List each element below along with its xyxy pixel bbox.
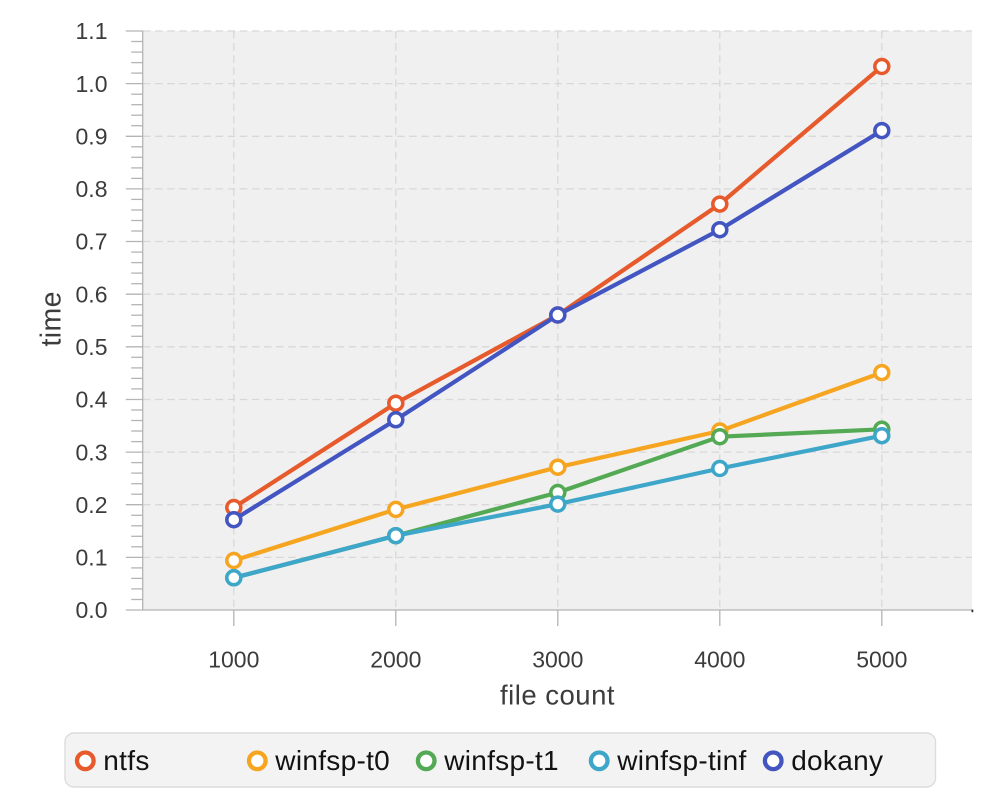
svg-text:1.0: 1.0 (76, 71, 108, 97)
svg-text:5000: 5000 (856, 647, 907, 673)
svg-text:winfsp-t0: winfsp-t0 (274, 745, 390, 776)
svg-text:time: time (36, 291, 68, 346)
svg-text:2000: 2000 (370, 647, 421, 673)
svg-text:winfsp-t1: winfsp-t1 (443, 745, 559, 776)
svg-text:1.1: 1.1 (76, 18, 108, 44)
svg-text:0.1: 0.1 (76, 545, 108, 571)
svg-text:dokany: dokany (791, 745, 883, 776)
svg-text:0.7: 0.7 (76, 229, 108, 255)
svg-text:winfsp-tinf: winfsp-tinf (616, 745, 746, 776)
svg-text:0.0: 0.0 (76, 597, 108, 623)
svg-text:0.6: 0.6 (76, 281, 108, 307)
svg-text:4000: 4000 (694, 647, 745, 673)
svg-text:0.3: 0.3 (76, 439, 108, 465)
svg-text:ntfs: ntfs (103, 745, 149, 776)
svg-text:1000: 1000 (208, 647, 259, 673)
svg-text:0.8: 0.8 (76, 176, 108, 202)
svg-text:3000: 3000 (532, 647, 583, 673)
svg-text:0.5: 0.5 (76, 334, 108, 360)
svg-text:file count: file count (500, 680, 615, 711)
svg-text:0.4: 0.4 (76, 387, 108, 413)
svg-text:0.2: 0.2 (76, 492, 108, 518)
svg-text:0.9: 0.9 (76, 124, 108, 150)
